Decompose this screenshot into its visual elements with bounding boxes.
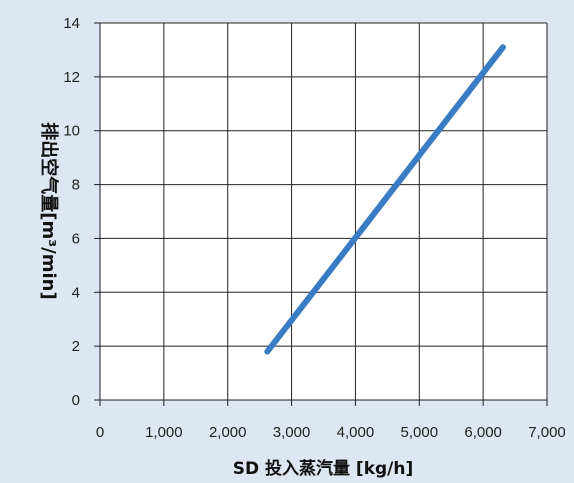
x-tick-label: 6,000: [464, 424, 502, 441]
series-line: [264, 44, 506, 355]
y-tick-label: 2: [72, 338, 80, 355]
y-axis-title: 排出空气量[m³/min]: [38, 122, 60, 299]
x-tick-label: 7,000: [528, 424, 566, 441]
series-lines: [264, 44, 506, 355]
x-axis-title: SD 投入蒸汽量 [kg/h]: [233, 458, 414, 479]
y-tick-label: 6: [72, 230, 80, 247]
x-tick-label: 4,000: [337, 424, 375, 441]
x-tick-label: 0: [96, 424, 104, 441]
y-tick-label: 10: [63, 123, 80, 140]
x-tick-label: 1,000: [145, 424, 183, 441]
axis-ticks: 0 1,000 2,000 3,000 4,000 5,000 6,000 7,000 0 2 4 6…: [63, 15, 565, 441]
y-tick-label: 8: [72, 177, 80, 194]
x-tick-label: 2,000: [209, 424, 247, 441]
x-tick-label: 3,000: [273, 424, 311, 441]
y-tick-label: 14: [63, 15, 80, 32]
x-tick-label: 5,000: [401, 424, 439, 441]
y-tick-label: 0: [72, 392, 80, 409]
y-tick-label: 4: [72, 284, 80, 301]
y-tick-label: 12: [63, 69, 80, 86]
grid-lines: [94, 22, 548, 406]
